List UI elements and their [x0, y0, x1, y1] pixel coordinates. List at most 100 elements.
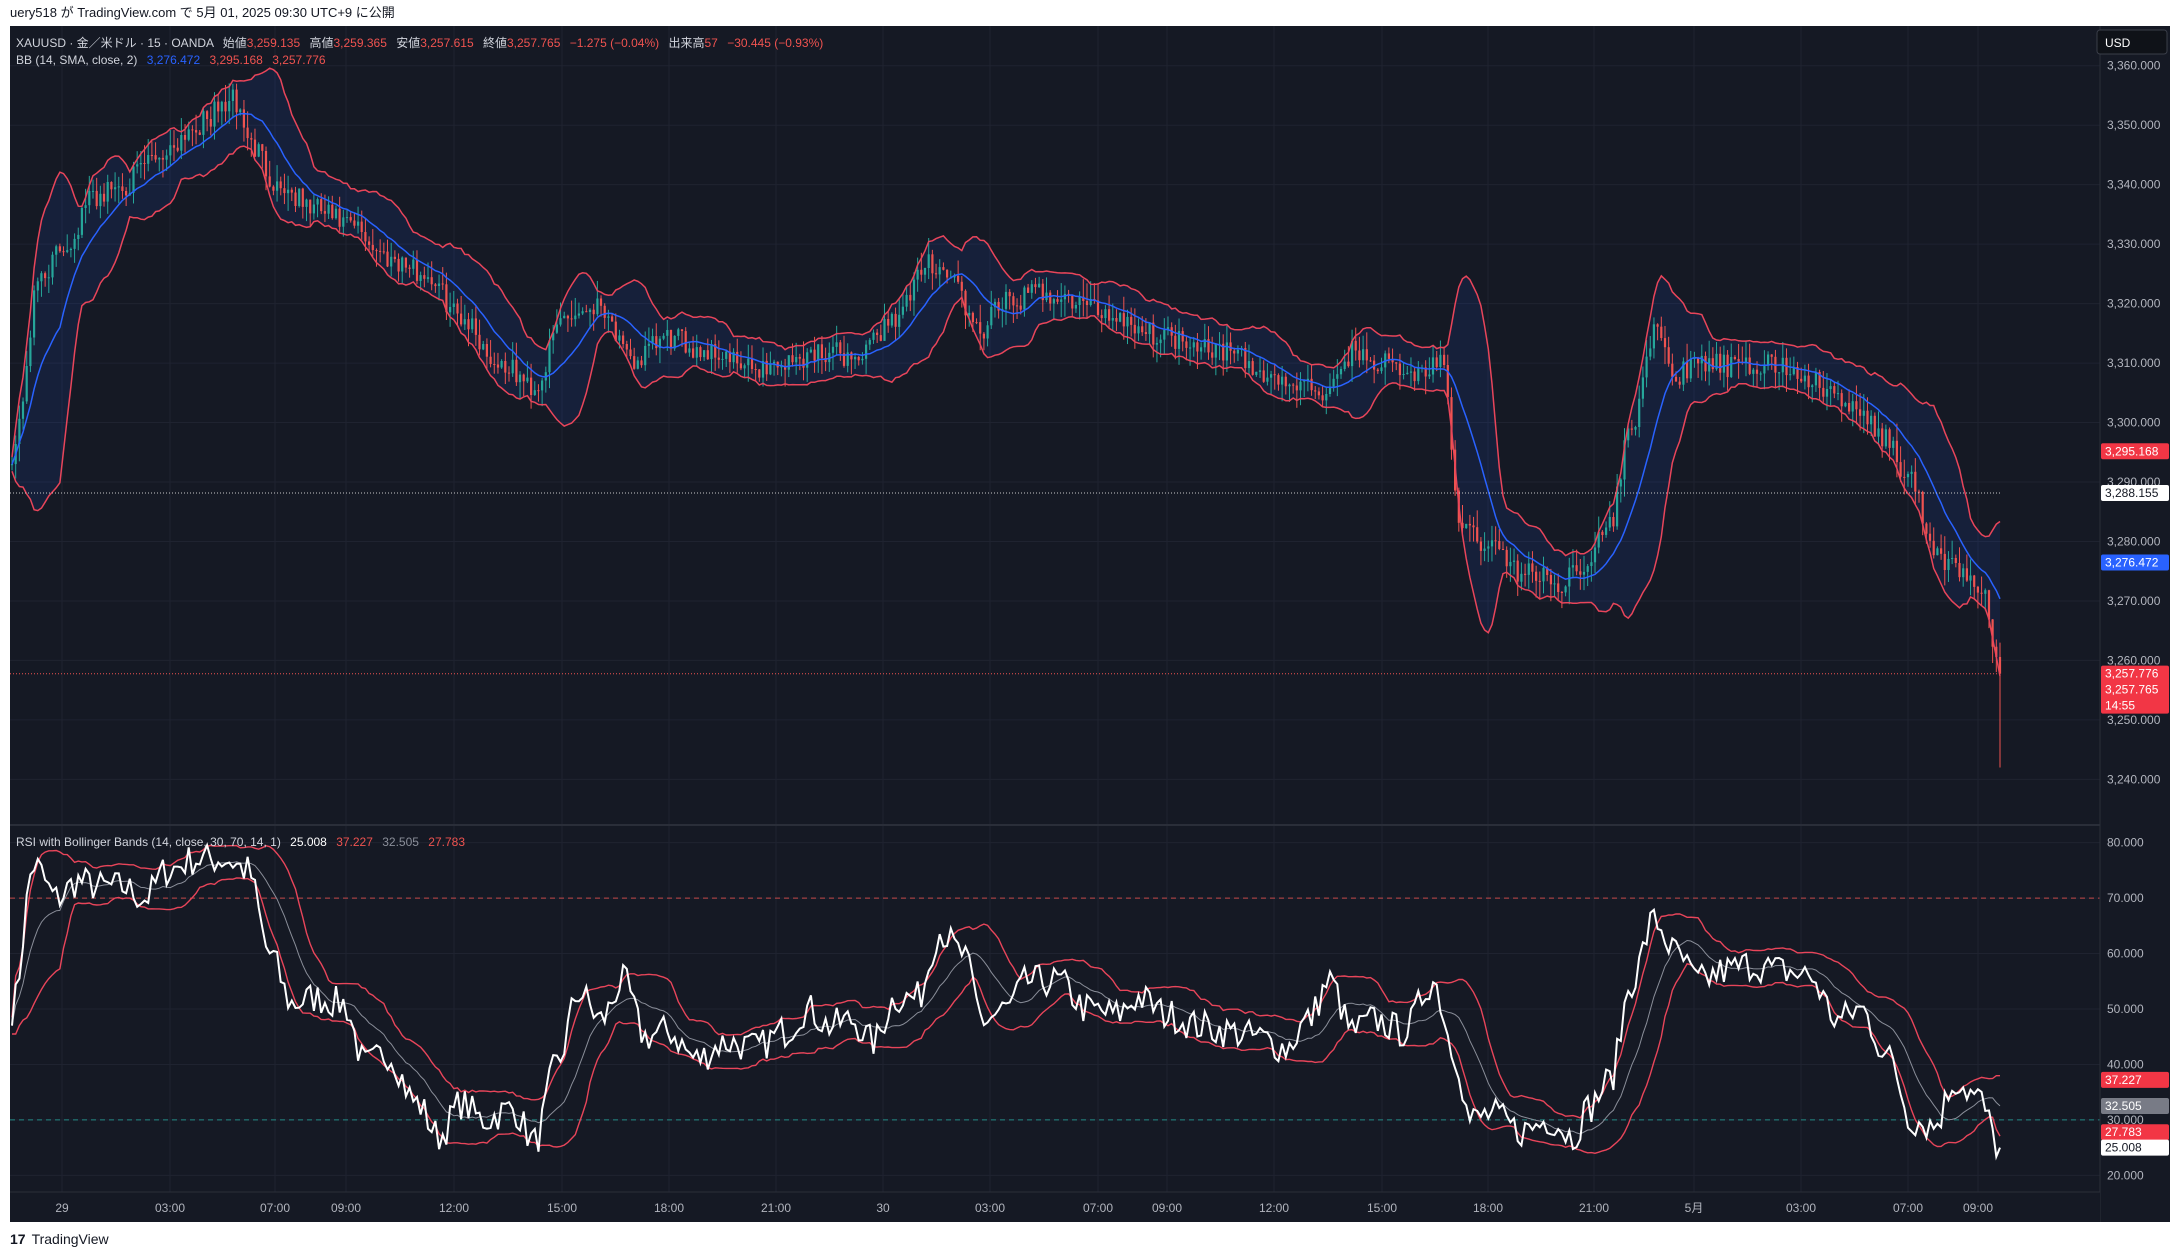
candle-body — [1303, 380, 1306, 382]
candle-body — [787, 355, 790, 370]
candle-body — [1071, 295, 1074, 309]
candle-body — [1951, 558, 1954, 559]
candle-body — [357, 221, 360, 226]
candle-body — [1023, 287, 1026, 310]
candle-body — [1652, 324, 1655, 349]
candle-body — [1627, 428, 1630, 441]
rsi-pane[interactable] — [10, 842, 2100, 1161]
candle-body — [754, 369, 757, 370]
tradingview-logo[interactable]: 17 TradingView — [10, 1231, 109, 1247]
chart-svg[interactable]: 3,360.000 3,350.000 3,340.000 3,330.000 3,32… — [10, 26, 2170, 1222]
candle-body — [555, 324, 558, 333]
candle-body — [1476, 527, 1479, 542]
candle-body — [261, 144, 264, 151]
candle-body — [1490, 540, 1494, 547]
candle-body — [220, 101, 223, 112]
candle-body — [1814, 372, 1817, 386]
candle-body — [876, 332, 879, 335]
candle-body — [688, 348, 691, 353]
price-axis[interactable] — [2100, 26, 2170, 1222]
rsi-tick-label: 20.000 — [2107, 1168, 2144, 1182]
candle-body — [552, 332, 555, 341]
candle-body — [1903, 476, 1906, 478]
candle-body — [1012, 296, 1015, 306]
time-tick-label: 29 — [55, 1201, 69, 1215]
candle-body — [515, 359, 518, 383]
candle-body — [268, 176, 271, 187]
candle-body — [798, 357, 801, 359]
candle-body — [1004, 291, 1008, 309]
bb-upper-value: 3,295.168 — [209, 53, 263, 67]
candle-body — [139, 163, 142, 165]
candle-body — [460, 313, 463, 325]
price-pane[interactable] — [10, 67, 2002, 768]
candle-body — [213, 101, 216, 127]
candle-body — [1932, 540, 1935, 556]
candle-body — [1678, 381, 1681, 385]
candle-body — [327, 204, 330, 214]
candle-body — [1056, 299, 1059, 302]
ohlc-close-label: 終値 — [483, 35, 507, 50]
candle-body — [603, 305, 606, 318]
candle-body — [1840, 393, 1843, 407]
candle-body — [1549, 575, 1552, 585]
chart-container[interactable]: 3,360.000 3,350.000 3,340.000 3,330.000 3,32… — [10, 26, 2170, 1222]
rsi-tick-label: 60.000 — [2107, 947, 2144, 961]
candle-body — [1943, 553, 1946, 570]
candle-body — [964, 290, 967, 316]
candle-body — [570, 318, 573, 320]
candle-body — [360, 221, 363, 232]
candle-body — [1347, 361, 1350, 367]
time-axis[interactable] — [10, 1192, 2100, 1222]
candle-body — [150, 155, 153, 156]
candle-body — [478, 334, 481, 350]
bollinger-lower-line — [11, 145, 2001, 677]
candle-body — [1737, 359, 1740, 362]
candle-body — [636, 360, 639, 369]
candle-body — [835, 342, 838, 347]
candle-body — [338, 208, 341, 227]
upper-band-badge: 3,295.168 — [2105, 444, 2159, 458]
candle-body — [857, 357, 860, 361]
candle-body — [1925, 523, 1928, 534]
candle-body — [1641, 377, 1644, 399]
candle-body — [905, 294, 908, 307]
candle-body — [1262, 370, 1265, 382]
candle-body — [1836, 393, 1840, 395]
candle-body — [1755, 369, 1759, 374]
candle-body — [872, 332, 875, 340]
candle-body — [975, 322, 978, 324]
candle-body — [1630, 428, 1633, 430]
candle-body — [647, 343, 650, 346]
candle-body — [1200, 347, 1203, 352]
candle-body — [379, 250, 382, 252]
ohlc-high-value: 3,259.365 — [333, 36, 387, 50]
candle-body — [195, 130, 198, 133]
legend-row: XAUUSD · 金／米ドル · 15 · OANDA 始値3,259.135 … — [16, 35, 823, 50]
candle-body — [953, 275, 956, 278]
candle-body — [842, 353, 846, 366]
candle-body — [662, 335, 665, 339]
candle-body — [795, 357, 798, 363]
candle-body — [1980, 592, 1983, 594]
pane-divider[interactable] — [10, 824, 2100, 826]
candle-body — [1483, 548, 1486, 551]
candle-body — [1568, 567, 1571, 587]
candle-body — [1181, 331, 1184, 342]
candle-body — [114, 187, 117, 190]
candle-body — [198, 132, 201, 135]
candle-body — [901, 306, 904, 315]
candle-body — [507, 372, 511, 374]
candle-body — [559, 318, 562, 325]
bb-legend-row: BB (14, SMA, close, 2) 3,276.472 3,295.1… — [16, 53, 326, 67]
candle-body — [1825, 389, 1829, 397]
candle-body — [1910, 471, 1913, 474]
candle-body — [1807, 375, 1810, 388]
candle-body — [239, 109, 242, 113]
candle-body — [1829, 386, 1832, 389]
candle-body — [183, 135, 187, 140]
currency-button[interactable]: USD — [2096, 29, 2168, 55]
rsi-tick-label: 40.000 — [2107, 1057, 2144, 1071]
candle-body — [1015, 305, 1019, 307]
candle-body — [717, 357, 720, 360]
